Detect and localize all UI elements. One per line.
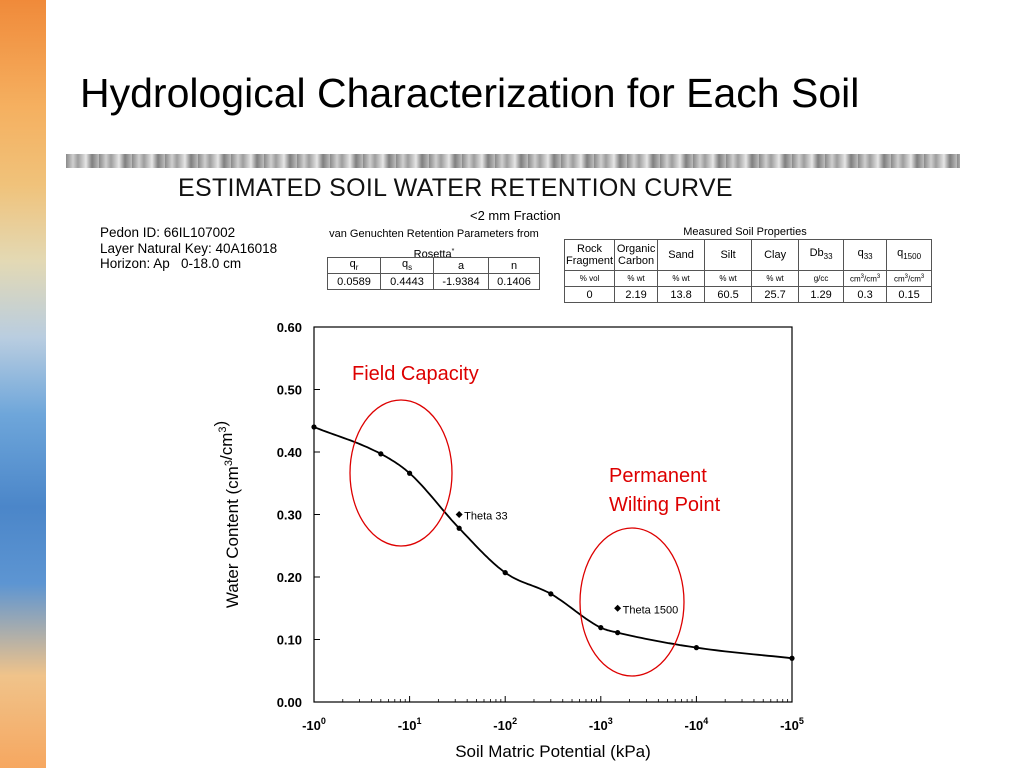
props-value-cell: 0.3 [843, 286, 888, 303]
props-value-row: 0 2.19 13.8 60.5 25.7 1.29 0.3 0.15 [563, 286, 933, 303]
x-axis-label: Soil Matric Potential (kPa) [455, 742, 651, 761]
data-point [407, 470, 413, 476]
wilting-point-ellipse [579, 527, 685, 677]
theta1500-point [614, 604, 622, 612]
x-tick-label: -102 [493, 716, 517, 733]
pedon-id: Pedon ID: 66IL107002 [100, 225, 236, 240]
props-header-cell: Organic Carbon [614, 239, 659, 271]
props-header-cell: q1500 [886, 239, 933, 271]
slide-title: Hydrological Characterization for Each S… [80, 70, 860, 116]
y-axis-label: Water Content (cm3/cm3) [211, 421, 242, 608]
x-tick-label: -104 [684, 716, 708, 733]
data-point [548, 591, 554, 597]
y-tick-label: 0.20 [277, 570, 302, 585]
pedon-info: Pedon ID: 66IL107002 Layer Natural Key: … [100, 225, 277, 272]
data-point [311, 424, 317, 430]
field-capacity-label: Field Capacity [352, 363, 479, 385]
props-header-cell: Sand [657, 239, 706, 271]
chart-labels: 0.00 0.10 0.20 0.30 0.40 0.50 0.60 -100 -101 -102… [211, 320, 804, 761]
vg-params-table: qr qs a n 0.0589 0.4443 -1.9384 0.1406 [327, 257, 540, 290]
vg-title-line1: van Genuchten Retention Parameters from [329, 228, 539, 240]
layer-key: Layer Natural Key: 40A16018 [100, 240, 278, 256]
data-point [502, 570, 508, 576]
theta33-label: Theta 33 [464, 511, 507, 523]
y-tick-label: 0.10 [277, 633, 302, 648]
props-unit-row: % vol % wt % wt % wt % wt g/cc cm3/cm3 c… [563, 270, 933, 287]
data-point [615, 630, 621, 636]
props-header-cell: Clay [751, 239, 800, 271]
x-tick-label: -101 [398, 716, 422, 733]
footnote-mark: * [451, 248, 455, 255]
chart-annotations: Field Capacity Permanent Wilting Point [349, 363, 721, 677]
y-tick-label: 0.60 [277, 320, 302, 335]
chart-marks [311, 424, 795, 661]
data-point [693, 645, 700, 651]
wilting-point-label-line1: Permanent [609, 465, 707, 487]
decorative-texture-band [66, 154, 960, 168]
theta33-point [455, 511, 463, 518]
vg-value-cell: 0.0589 [327, 273, 381, 290]
horizon: Horizon: Ap 0-18.0 cm [100, 256, 242, 271]
vg-value-cell: -1.9384 [433, 273, 489, 290]
theta1500-label: Theta 1500 [623, 604, 679, 616]
soil-props-table: Rock Fragment Organic Carbon Sand Silt Cla… [563, 239, 933, 303]
wilting-point-label-line2: Wilting Point [609, 494, 721, 516]
data-point [378, 451, 384, 457]
retention-curve-line [313, 426, 793, 660]
props-unit-cell: cm3/cm3 [886, 270, 933, 287]
y-tick-label: 0.00 [277, 695, 302, 710]
y-tick-label: 0.30 [277, 508, 302, 523]
soil-props-title: Measured Soil Properties [683, 226, 807, 238]
fraction-label: <2 mm Fraction [470, 208, 561, 223]
x-tick-label: -103 [589, 716, 613, 733]
vg-value-cell: 0.4443 [380, 273, 434, 290]
props-value-cell: 1.29 [798, 286, 845, 303]
props-value-cell: 60.5 [704, 286, 753, 303]
y-tick-label: 0.40 [277, 445, 302, 460]
x-tick-label: -100 [302, 716, 326, 733]
props-header-cell: Db33 [798, 239, 845, 271]
props-value-cell: 25.7 [751, 286, 800, 303]
vg-value-cell: 0.1406 [488, 273, 540, 290]
field-capacity-ellipse [349, 399, 453, 547]
data-point [789, 655, 795, 661]
decorative-side-strip [0, 0, 46, 768]
props-value-cell: 0.15 [886, 286, 933, 303]
props-header-cell: Silt [704, 239, 753, 271]
props-header-row: Rock Fragment Organic Carbon Sand Silt Cla… [563, 239, 933, 271]
chart-axes [313, 326, 793, 703]
vg-value-row: 0.0589 0.4443 -1.9384 0.1406 [327, 273, 540, 290]
x-tick-label: -105 [780, 716, 804, 733]
data-point [456, 525, 462, 531]
chart-heading: ESTIMATED SOIL WATER RETENTION CURVE [178, 174, 733, 202]
data-point [598, 625, 604, 631]
y-tick-label: 0.50 [277, 383, 302, 398]
props-value-cell: 0 [563, 286, 616, 303]
